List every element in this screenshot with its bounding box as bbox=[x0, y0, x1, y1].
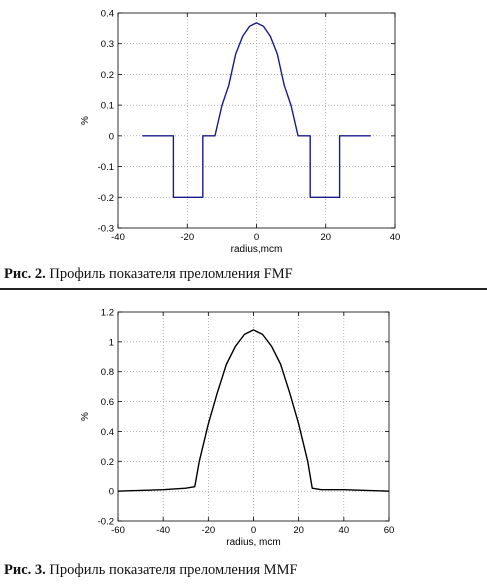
x-tick-label: 0 bbox=[254, 232, 259, 243]
fmf-chart: -40 -20 0 20 40 -0.3 -0.2 -0.1 0 0.1 0.2 0.3 0.4 radi… bbox=[80, 9, 401, 256]
y-tick-label: -0.3 bbox=[98, 224, 114, 235]
plot-area bbox=[117, 12, 396, 229]
caption-label: Рис. 2. bbox=[4, 266, 46, 282]
caption-fig3: Рис. 3. Профиль показателя преломления M… bbox=[4, 562, 298, 579]
y-tick-label: 1.2 bbox=[101, 308, 114, 319]
y-tick-label: -0.2 bbox=[98, 193, 114, 204]
section-divider bbox=[0, 288, 487, 290]
y-tick-label: 0.2 bbox=[101, 457, 114, 468]
caption-label: Рис. 3. bbox=[4, 562, 46, 578]
figure-mmf-profile: -60 -40 -20 0 20 40 60 -0.2 0 0.2 0.4 0.6 0.8 1 1.2 rad… bbox=[0, 296, 487, 558]
x-tick-label: 60 bbox=[384, 525, 395, 536]
y-tick-label: 0.4 bbox=[101, 427, 114, 438]
x-tick-label: -40 bbox=[156, 525, 170, 536]
x-tick-label: 40 bbox=[339, 525, 350, 536]
y-axis-label: % bbox=[80, 412, 91, 421]
y-axis-label: % bbox=[80, 116, 91, 125]
mmf-chart: -60 -40 -20 0 20 40 60 -0.2 0 0.2 0.4 0.6 0.8 1 1.2 rad… bbox=[80, 308, 395, 549]
y-tick-label: 1 bbox=[109, 337, 114, 348]
series-line-0 bbox=[117, 329, 390, 492]
x-tick-label: -20 bbox=[201, 525, 215, 536]
x-tick-label: 40 bbox=[390, 232, 401, 243]
y-tick-label: 0.1 bbox=[101, 101, 114, 112]
y-tick-label: -0.2 bbox=[98, 517, 114, 528]
x-tick-label: 20 bbox=[293, 525, 304, 536]
series-line-0 bbox=[142, 22, 371, 198]
x-tick-label: -40 bbox=[111, 232, 125, 243]
y-tick-label: 0.2 bbox=[101, 70, 114, 81]
y-tick-label: 0 bbox=[109, 487, 114, 498]
x-tick-label: -60 bbox=[111, 525, 125, 536]
caption-fig2: Рис. 2. Профиль показателя преломления F… bbox=[4, 266, 293, 283]
caption-text: Профиль показателя преломления MMF bbox=[45, 562, 298, 578]
x-tick-label: 20 bbox=[320, 232, 331, 243]
figure-fmf-profile: -40 -20 0 20 40 -0.3 -0.2 -0.1 0 0.1 0.2 0.3 0.4 radi… bbox=[0, 0, 487, 262]
y-tick-label: 0.3 bbox=[101, 39, 114, 50]
x-tick-label: 0 bbox=[251, 525, 256, 536]
y-tick-label: 0.8 bbox=[101, 367, 114, 378]
caption-text: Профиль показателя преломления FMF bbox=[45, 266, 293, 282]
y-tick-label: 0.6 bbox=[101, 397, 114, 408]
y-tick-label: -0.1 bbox=[98, 162, 114, 173]
x-axis-label: radius, mcm bbox=[226, 537, 280, 548]
x-tick-label: -20 bbox=[180, 232, 194, 243]
x-axis-label: radius,mcm bbox=[231, 244, 283, 255]
y-tick-label: 0 bbox=[109, 131, 114, 142]
y-tick-label: 0.4 bbox=[101, 9, 114, 20]
